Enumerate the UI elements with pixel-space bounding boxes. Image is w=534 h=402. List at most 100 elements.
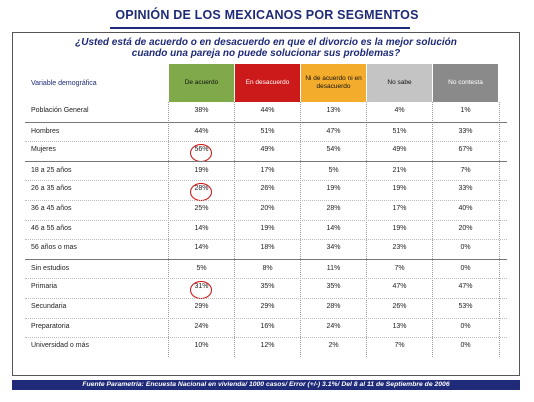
cell-value: 28%: [301, 205, 366, 212]
cell-text: 4%: [394, 107, 405, 114]
cell-text: 0%: [460, 322, 471, 330]
cell-value: 24%: [301, 323, 366, 330]
cell-value: 0%: [433, 265, 498, 272]
row-label: 56 años o mas: [31, 244, 77, 252]
cell-text: 47%: [458, 283, 473, 291]
cell-value: 19%: [367, 225, 432, 232]
cell-value: 35%: [301, 283, 366, 290]
column-divider: [168, 102, 169, 357]
cell-value: 44%: [169, 128, 234, 135]
cell-text: 29%: [194, 303, 209, 310]
cell-value: 49%: [235, 146, 300, 153]
cell-text: 11%: [326, 264, 341, 272]
cell-text: 20%: [458, 224, 473, 232]
source-footer: Fuente Parametría: Encuesta Nacional en …: [12, 380, 520, 390]
cell-value: 23%: [367, 244, 432, 251]
cell-value: 17%: [367, 205, 432, 212]
column-header-no-contesta: No contesta: [433, 64, 498, 102]
column-divider: [366, 102, 367, 357]
cell-value: 2%: [301, 342, 366, 349]
row-divider: [25, 337, 507, 339]
cell-value: 53%: [433, 303, 498, 310]
table-frame: ¿Usted está de acuerdo o en desacuerdo e…: [12, 32, 520, 376]
row-label: 26 a 35 años: [31, 185, 72, 193]
cell-text: 35%: [326, 283, 341, 291]
cell-value: 67%: [433, 146, 498, 153]
question-line-1: ¿Usted está de acuerdo o en desacuerdo e…: [75, 37, 457, 48]
column-header-de-acuerdo: De acuerdo: [169, 64, 234, 102]
cell-value: 19%: [235, 225, 300, 232]
question-line-2: cuando una pareja no puede solucionar su…: [131, 48, 401, 59]
table-row: Primaria 31% 35% 35% 47% 47%: [25, 278, 507, 300]
cell-text: 24%: [194, 322, 209, 330]
cell-value: 47%: [367, 283, 432, 290]
cell-value: 33%: [433, 128, 498, 135]
table-row: Sin estudios 5% 8% 11% 7% 0%: [25, 258, 507, 279]
cell-value: 54%: [301, 146, 366, 153]
cell-text: 17%: [392, 205, 407, 212]
title-underline: [110, 27, 410, 29]
cell-text: 19%: [392, 185, 407, 193]
table-row: Hombres 44% 51% 47% 51% 33%: [25, 121, 507, 142]
cell-value: 49%: [367, 146, 432, 153]
cell-value: 19%: [169, 167, 234, 174]
cell-text: 33%: [458, 185, 473, 193]
cell-value: 21%: [367, 167, 432, 174]
row-label: Secundaria: [31, 303, 67, 310]
cell-text: 5%: [328, 166, 339, 174]
cell-text: 38%: [194, 107, 209, 114]
cell-text: 20%: [260, 205, 275, 212]
cell-text: 51%: [392, 127, 407, 135]
cell-text: 14%: [194, 224, 209, 232]
row-label: Mujeres: [31, 146, 56, 154]
table-row: Mujeres 56% 49% 54% 49% 67%: [25, 141, 507, 163]
cell-value: 47%: [301, 128, 366, 135]
highlight-circle: [190, 183, 212, 202]
cell-text: 16%: [260, 322, 275, 330]
results-table: Variable demográfica De acuerdo En desac…: [25, 64, 507, 357]
cell-value: 5%: [169, 265, 234, 272]
cell-text: 7%: [394, 342, 405, 350]
cell-value: 0%: [433, 244, 498, 251]
cell-text: 34%: [326, 244, 341, 252]
cell-value: 8%: [235, 265, 300, 272]
table-header: Variable demográfica De acuerdo En desac…: [25, 64, 507, 102]
row-label: 36 a 45 años: [31, 205, 72, 212]
row-label: Sin estudios: [31, 264, 70, 272]
column-divider: [499, 102, 500, 357]
cell-value: 24%: [169, 323, 234, 330]
cell-text: 17%: [260, 166, 275, 174]
cell-text: 28%: [326, 303, 341, 310]
cell-text: 14%: [326, 224, 341, 232]
cell-value: 19%: [301, 185, 366, 192]
cell-value: 14%: [169, 244, 234, 251]
cell-text: 67%: [458, 146, 473, 154]
cell-value: 29%: [169, 303, 234, 310]
row-label: Preparatoria: [31, 322, 70, 330]
column-header-ni-de-acuerdo: Ni de acuerdo ni en desacuerdo: [301, 64, 366, 102]
cell-text: 7%: [460, 166, 471, 174]
cell-text: 7%: [394, 264, 405, 272]
cell-value: 14%: [169, 225, 234, 232]
cell-value: 1%: [433, 107, 498, 114]
cell-value: 4%: [367, 107, 432, 114]
column-divider: [300, 102, 301, 357]
cell-value: 19%: [367, 185, 432, 192]
cell-text: 5%: [196, 264, 207, 272]
row-divider: [25, 141, 507, 143]
cell-value: 25%: [169, 205, 234, 212]
cell-text: 18%: [260, 244, 275, 252]
cell-text: 47%: [326, 127, 341, 135]
highlight-circle: [190, 281, 212, 300]
table-row: Secundaria 29% 29% 28% 26% 53%: [25, 298, 507, 317]
cell-text: 1%: [460, 107, 471, 114]
cell-value: 7%: [367, 265, 432, 272]
cell-value: 13%: [367, 323, 432, 330]
cell-text: 24%: [326, 322, 341, 330]
cell-value: 10%: [169, 342, 234, 349]
cell-text: 8%: [262, 264, 273, 272]
cell-value: 0%: [433, 323, 498, 330]
cell-value: 13%: [301, 107, 366, 114]
survey-question: ¿Usted está de acuerdo o en desacuerdo e…: [13, 37, 519, 59]
cell-value: 18%: [235, 244, 300, 251]
